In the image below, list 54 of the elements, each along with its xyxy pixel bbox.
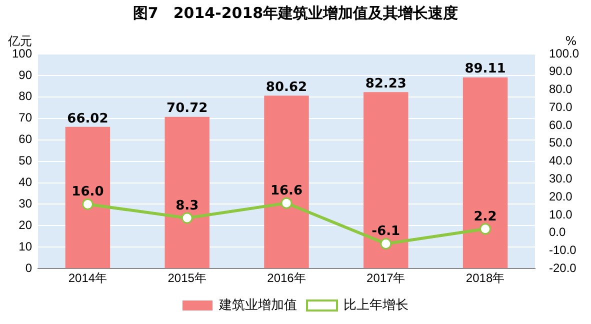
y2-tick-label: 20.0 [548, 189, 573, 204]
bar [65, 126, 110, 268]
data-label: 80.62 [266, 80, 308, 95]
legend-label: 建筑业增加值 [218, 297, 297, 312]
point [380, 238, 392, 250]
y2-tick-label: 80.0 [548, 82, 573, 96]
y-axis-title: 亿元 [7, 34, 32, 48]
y2-tick-label: 60.0 [548, 118, 573, 132]
data-label: -6.1 [372, 224, 400, 240]
y-tick-label: 10 [18, 239, 32, 254]
y2-tick-label: 100.0 [548, 46, 580, 60]
y2-tick-label: 40.0 [548, 154, 573, 168]
bar [164, 116, 210, 268]
y2-tick-label: 90.0 [548, 64, 573, 78]
data-label: 16.6 [270, 184, 303, 199]
y2-tick-label: 10.0 [548, 207, 573, 222]
x-tick-label: 2014年 [68, 271, 108, 286]
data-label: 2.2 [474, 209, 497, 224]
data-label: 8.3 [176, 198, 199, 214]
legend-label: 比上年增长 [344, 297, 408, 312]
chart-title: 图7 2014-2018年建筑业增加值及其增长速度 [132, 4, 460, 23]
y-tick-label: 20 [18, 218, 32, 232]
y2-axis-title: % [565, 34, 577, 48]
y2-tick-label: 50.0 [548, 136, 573, 150]
data-label: 70.72 [166, 101, 208, 116]
data-label: 89.11 [464, 62, 506, 77]
x-tick-label: 2015年 [168, 271, 206, 286]
y2-tick-label: -10.0 [548, 243, 577, 258]
bar [462, 77, 508, 268]
y-tick-label: 60 [18, 132, 32, 146]
y-tick-label: 0 [25, 260, 32, 275]
y-tick-label: 70 [18, 110, 32, 125]
y2-tick-label: 30.0 [548, 171, 573, 186]
data-label: 66.02 [67, 111, 108, 126]
point [480, 223, 492, 235]
y-tick-label: 90 [18, 68, 32, 82]
point [82, 198, 94, 210]
y-tick-label: 40 [18, 175, 32, 190]
point [181, 212, 193, 224]
x-tick-label: 2017年 [366, 271, 406, 286]
data-label: 16.0 [72, 184, 104, 200]
x-tick-label: 2018年 [466, 271, 505, 286]
y2-tick-label: -20.0 [548, 260, 577, 275]
bar [364, 92, 408, 268]
y-tick-label: 100 [12, 46, 32, 60]
y-tick-label: 80 [18, 89, 32, 104]
x-tick-label: 2016年 [267, 271, 306, 286]
y2-tick-label: 0.0 [548, 225, 566, 240]
y2-tick-label: 70.0 [548, 100, 573, 114]
y-tick-label: 30 [18, 196, 32, 211]
bar [264, 96, 309, 268]
y-tick-label: 50 [18, 154, 32, 168]
data-label: 82.23 [365, 76, 406, 92]
point [280, 197, 292, 209]
